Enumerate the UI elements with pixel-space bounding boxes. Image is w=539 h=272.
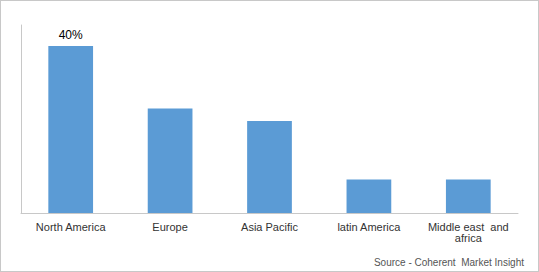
svg-text:Source - Coherent Market Insi: Source - Coherent Market Insight bbox=[374, 257, 524, 268]
svg-text:Middle east and: Middle east and bbox=[427, 220, 509, 233]
svg-text:Europe: Europe bbox=[152, 221, 187, 233]
svg-text:Asia Pacific: Asia Pacific bbox=[241, 221, 298, 233]
svg-text:40%: 40% bbox=[59, 28, 83, 42]
svg-text:latin America: latin America bbox=[337, 221, 401, 233]
svg-text:africa: africa bbox=[455, 232, 483, 244]
svg-text:North America: North America bbox=[36, 221, 107, 233]
